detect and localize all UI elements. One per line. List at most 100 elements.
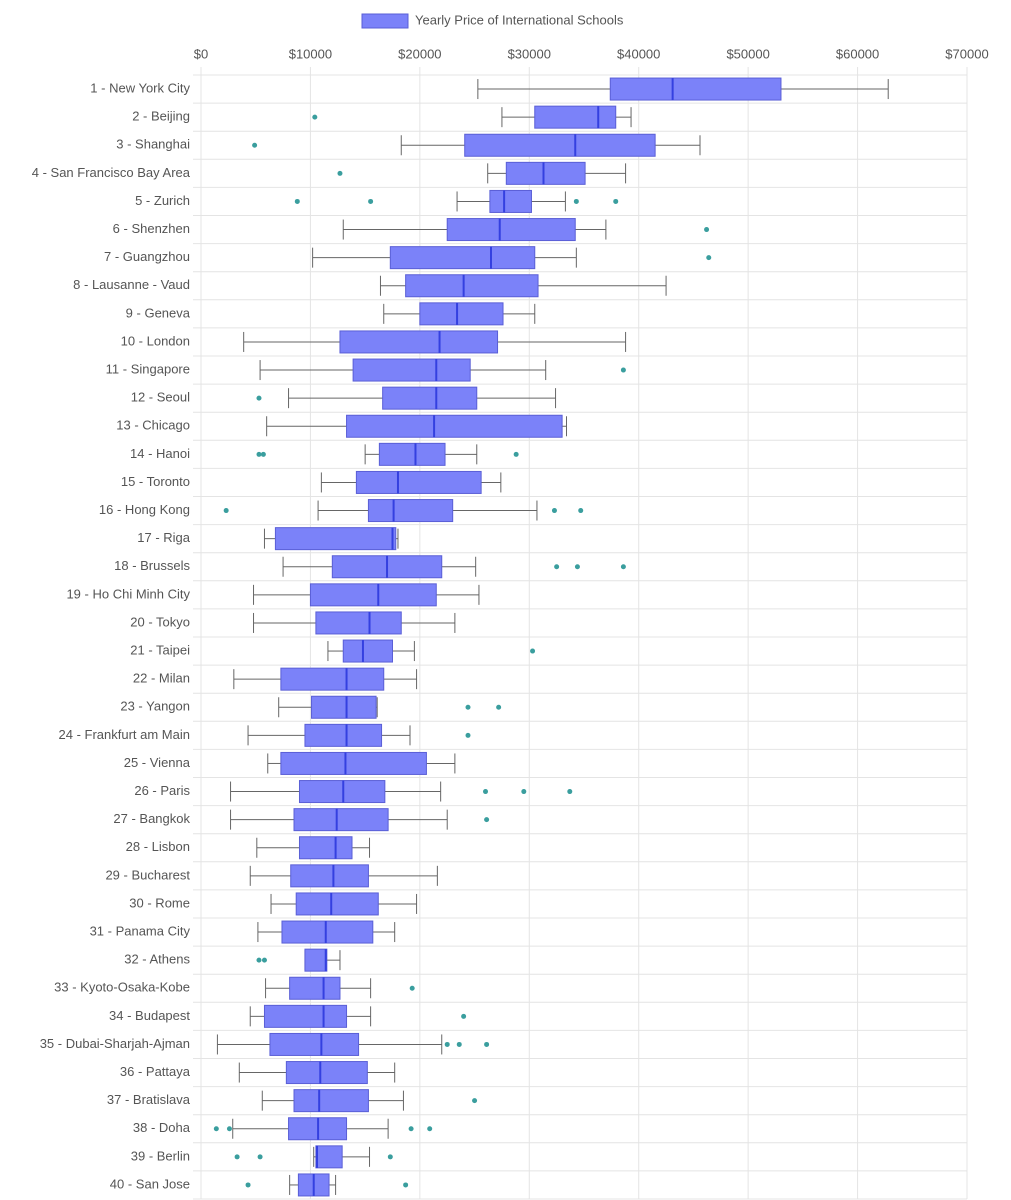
x-tick-label: $60000 (836, 46, 879, 61)
box (274, 527, 397, 551)
outlier (257, 1154, 263, 1160)
outlier (234, 1154, 240, 1160)
y-tick-label: 8 - Lausanne - Vaud (73, 277, 190, 292)
y-tick-label: 31 - Panama City (90, 923, 191, 938)
outlier (620, 564, 626, 570)
box (609, 77, 782, 101)
box (311, 695, 377, 719)
y-tick-label: 15 - Toronto (121, 474, 190, 489)
outlier (472, 1098, 478, 1104)
box (534, 105, 617, 129)
outlier (409, 985, 415, 991)
box (295, 892, 379, 916)
box (464, 133, 656, 157)
y-tick-label: 32 - Athens (124, 952, 190, 967)
y-tick-label: 21 - Taipei (130, 642, 190, 657)
y-tick-label: 40 - San Jose (110, 1176, 190, 1191)
box (342, 639, 393, 663)
box (280, 667, 385, 691)
y-tick-label: 9 - Geneva (126, 305, 191, 320)
outlier (456, 1041, 462, 1047)
outlier (294, 198, 300, 204)
outlier (256, 957, 262, 963)
y-tick-label: 2 - Beijing (132, 109, 190, 124)
y-tick-label: 5 - Zurich (135, 193, 190, 208)
outlier (578, 508, 584, 514)
box (298, 780, 386, 804)
outlier (387, 1154, 393, 1160)
box (290, 864, 369, 888)
y-tick-label: 34 - Budapest (109, 1008, 190, 1023)
box (489, 189, 532, 213)
y-tick-label: 7 - Guangzhou (104, 249, 190, 264)
outlier (573, 198, 579, 204)
y-tick-label: 35 - Dubai-Sharjah-Ajman (40, 1036, 190, 1051)
y-tick-label: 38 - Doha (133, 1120, 191, 1135)
y-tick-label: 11 - Singapore (106, 361, 190, 376)
y-tick-label: 36 - Pattaya (120, 1064, 191, 1079)
outlier (620, 367, 626, 373)
box (382, 386, 478, 410)
outlier (567, 789, 573, 795)
y-tick-label: 6 - Shenzhen (113, 221, 190, 236)
box (269, 1032, 360, 1056)
box (289, 976, 341, 1000)
box (346, 414, 563, 438)
outlier (461, 1013, 467, 1019)
box (263, 1004, 348, 1028)
outlier (530, 648, 536, 654)
outlier (496, 704, 502, 710)
box (446, 218, 576, 242)
legend-swatch[interactable] (361, 13, 409, 29)
x-tick-label: $40000 (617, 46, 660, 61)
outlier (706, 255, 712, 261)
outlier (226, 1126, 232, 1132)
x-tick-label: $50000 (726, 46, 769, 61)
outlier (213, 1126, 219, 1132)
outlier (312, 114, 318, 120)
y-tick-label: 13 - Chicago (116, 418, 190, 433)
y-tick-label: 3 - Shanghai (116, 137, 190, 152)
outlier (337, 170, 343, 176)
y-tick-label: 26 - Paris (134, 783, 190, 798)
box (298, 836, 353, 860)
outlier (613, 198, 619, 204)
y-tick-label: 16 - Hong Kong (99, 502, 190, 517)
x-tick-label: $10000 (289, 46, 332, 61)
y-tick-label: 23 - Yangon (120, 699, 190, 714)
legend-label[interactable]: Yearly Price of International Schools (415, 12, 624, 27)
box (293, 808, 389, 832)
y-tick-label: 27 - Bangkok (113, 811, 190, 826)
y-tick-label: 10 - London (121, 333, 190, 348)
outlier (368, 198, 374, 204)
outlier (427, 1126, 433, 1132)
y-tick-label: 19 - Ho Chi Minh City (66, 586, 190, 601)
outlier (704, 227, 710, 233)
y-tick-label: 12 - Seoul (131, 390, 190, 405)
outlier (484, 1041, 490, 1047)
box (304, 948, 328, 972)
outlier (513, 451, 519, 457)
box (367, 499, 454, 523)
box (285, 1061, 368, 1085)
outlier (554, 564, 560, 570)
x-tick-label: $0 (194, 46, 208, 61)
y-tick-label: 18 - Brussels (114, 558, 190, 573)
y-tick-label: 1 - New York City (90, 80, 190, 95)
outlier (465, 704, 471, 710)
y-tick-label: 14 - Hanoi (130, 446, 190, 461)
outlier (551, 508, 557, 514)
y-tick-label: 39 - Berlin (131, 1148, 190, 1163)
box (405, 274, 539, 298)
y-tick-label: 4 - San Francisco Bay Area (32, 165, 191, 180)
y-tick-label: 22 - Milan (133, 671, 190, 686)
outlier (403, 1182, 409, 1188)
box (389, 246, 536, 270)
y-tick-label: 20 - Tokyo (130, 614, 190, 629)
outlier (465, 732, 471, 738)
box (280, 751, 427, 775)
outlier (444, 1041, 450, 1047)
y-tick-label: 25 - Vienna (124, 755, 191, 770)
